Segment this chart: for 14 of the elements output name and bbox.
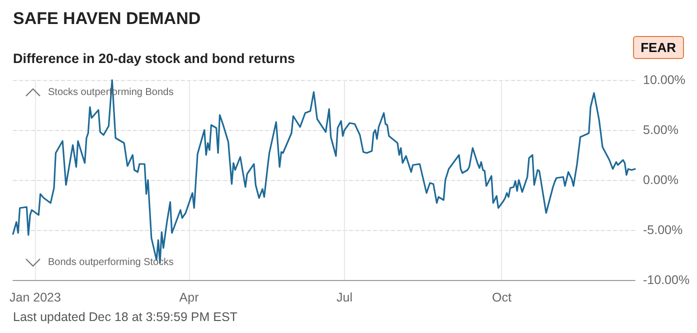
y-tick-label: -10.00% — [643, 273, 690, 287]
annotation: Bonds outperforming Stocks — [48, 257, 174, 268]
text: Last updated Dec 18 at 3:59:59 PM EST — [13, 310, 238, 324]
x-tick-label: Jul — [336, 290, 352, 304]
y-tick-label: 0.00% — [643, 173, 678, 187]
x-tick-label: Jan 2023 — [9, 290, 61, 304]
y-tick-label: -5.00% — [643, 223, 683, 237]
text: FEAR — [632, 36, 684, 59]
x-tick-label: Oct — [492, 290, 512, 304]
y-tick-label: 10.00% — [643, 73, 686, 87]
chart-subtitle: Difference in 20-day stock and bond returns — [13, 51, 296, 66]
chart-title: SAFE HAVEN DEMAND — [13, 9, 201, 29]
y-tick-label: 5.00% — [643, 123, 678, 137]
x-tick-label: Apr — [179, 290, 199, 304]
